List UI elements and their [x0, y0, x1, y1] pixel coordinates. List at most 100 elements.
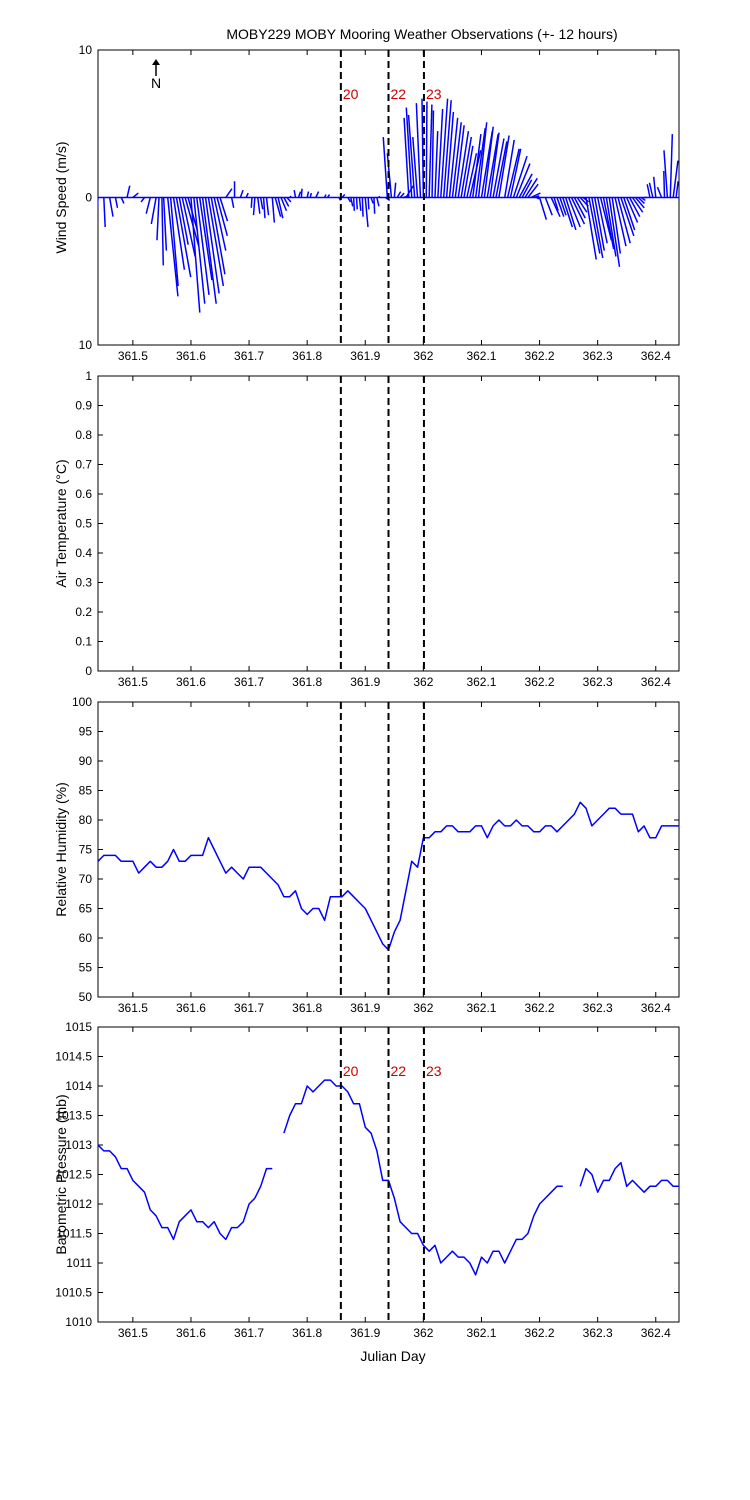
x-tick-label: 362.4 [641, 1001, 671, 1015]
y-tick-label: 1011.5 [56, 1227, 92, 1241]
y-tick-label: 85 [79, 784, 93, 798]
wind-vector [190, 197, 201, 313]
north-arrow-icon [152, 59, 160, 76]
wind-vector [315, 191, 320, 198]
wind-vector [412, 136, 419, 198]
wind-vector [289, 195, 292, 199]
data-layer [98, 98, 679, 313]
wind-vector [114, 197, 119, 208]
wind-vector [405, 107, 413, 198]
wind-vector [421, 98, 425, 198]
y-tick-label: 1013.5 [55, 1109, 92, 1123]
wind-vector [518, 173, 533, 198]
wind-vector [376, 197, 380, 207]
wind-vector [442, 100, 452, 198]
wind-vector [524, 177, 538, 198]
wind-vector [396, 191, 402, 198]
wind-vector [132, 192, 139, 199]
x-tick-label: 362.3 [583, 349, 613, 363]
wind-vector [623, 197, 636, 231]
x-tick-label: 362.1 [466, 675, 496, 689]
data-layer [98, 1079, 679, 1276]
wind-vector [533, 195, 540, 199]
x-tick-label: 361.5 [118, 1001, 148, 1015]
wind-vector [297, 191, 302, 198]
wind-vector [652, 176, 657, 198]
wind-vector [399, 192, 405, 199]
wind-vector [352, 197, 356, 211]
wind-vector [252, 197, 256, 216]
y-tick-label: 1 [85, 369, 92, 383]
wind-vector [474, 128, 486, 198]
x-tick-label: 361.6 [176, 1326, 206, 1340]
wind-vector [637, 196, 645, 204]
wind-vector [175, 197, 192, 278]
wind-vector [239, 189, 244, 198]
wind-vector [538, 197, 548, 220]
y-tick-label: 10 [79, 43, 93, 57]
wind-vector [472, 133, 482, 198]
data-layer [98, 801, 679, 951]
y-tick-label: 80 [79, 813, 93, 827]
wind-vector [250, 197, 253, 208]
y-tick-label: 1011 [66, 1256, 92, 1270]
wind-vector [663, 170, 666, 198]
wind-vector [498, 135, 510, 198]
y-tick-label: 65 [79, 902, 93, 916]
y-axis-title: Wind Speed (m/s) [53, 141, 69, 253]
barometric-pressure-panel: 361.5 361.6 361.7 361.8 361.9 362 362.1 362.2 36… [53, 1020, 680, 1340]
y-tick-label: 0.5 [75, 517, 92, 531]
event-marker-label: 22 [391, 86, 407, 102]
wind-vector [274, 197, 282, 217]
y-tick-label: 50 [79, 990, 93, 1004]
wind-vector [150, 197, 157, 225]
wind-vector [216, 197, 229, 237]
wind-speed-panel: 361.5 361.6 361.7 361.8 361.9 362 362.1 362.2 36… [53, 43, 680, 363]
wind-vector [280, 197, 288, 212]
wind-vector [120, 197, 125, 204]
wind-vector [602, 197, 615, 250]
event-marker-label: 20 [343, 1063, 359, 1079]
wind-vector [204, 197, 220, 294]
x-tick-label: 361.5 [118, 349, 148, 363]
x-tick-label: 362.4 [641, 349, 671, 363]
wind-vector [196, 197, 210, 295]
wind-vector [367, 197, 370, 210]
y-tick-label: 1012.5 [55, 1168, 92, 1182]
wind-vector [669, 134, 674, 198]
series-line [98, 801, 679, 951]
wind-vector [425, 101, 428, 198]
x-tick-label: 361.6 [176, 1001, 206, 1015]
wind-vector [162, 197, 168, 251]
wind-vector [415, 103, 422, 198]
x-tick-label: 361.8 [292, 675, 322, 689]
x-tick-label: 362 [413, 1001, 433, 1015]
x-tick-label: 361.6 [176, 349, 206, 363]
y-axis-title: Barometric Pressure (mb) [53, 1094, 69, 1254]
wind-vector [201, 197, 217, 304]
wind-vector [553, 197, 559, 211]
wind-vector [286, 196, 292, 203]
wind-vector [591, 197, 604, 259]
x-tick-label: 362.3 [583, 1001, 613, 1015]
wind-vector [323, 194, 327, 198]
x-tick-label: 361.5 [118, 1326, 148, 1340]
y-tick-label: 0 [85, 191, 92, 205]
y-tick-label: 1013 [65, 1138, 92, 1152]
x-tick-label: 362.2 [525, 349, 555, 363]
x-tick-label: 362.3 [583, 675, 613, 689]
wind-vector [407, 114, 416, 198]
relative-humidity-panel: 361.5 361.6 361.7 361.8 361.9 362 362.1 362.2 36… [53, 695, 680, 1015]
wind-vector [611, 197, 622, 254]
event-marker-label: 23 [426, 1063, 442, 1079]
y-tick-label: 60 [79, 931, 93, 945]
y-tick-label: 0.3 [75, 576, 92, 590]
wind-vector [562, 197, 574, 228]
wind-vector [378, 195, 381, 198]
wind-vector [361, 197, 364, 217]
wind-vector [198, 197, 213, 281]
wind-vector [648, 182, 654, 198]
wind-vector [181, 197, 196, 257]
x-tick-label: 361.7 [234, 1326, 264, 1340]
wind-vector [364, 197, 369, 228]
